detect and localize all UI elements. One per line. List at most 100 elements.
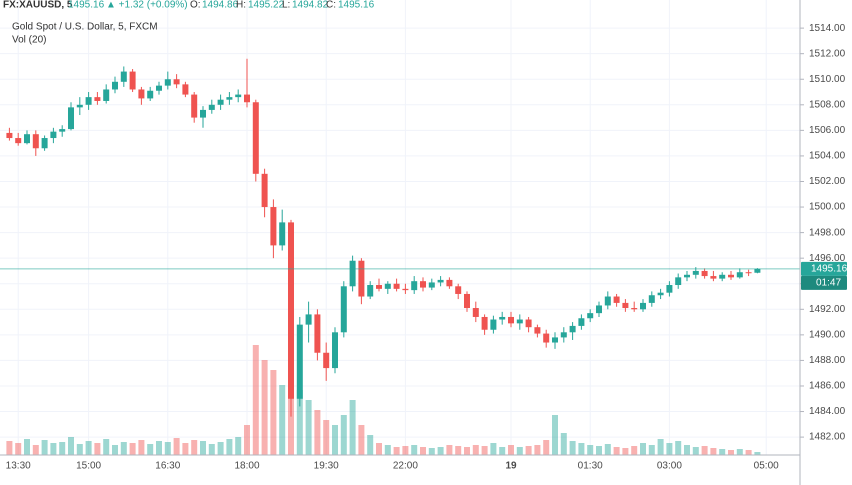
candle-body — [76, 104, 83, 108]
volume-bar — [701, 446, 708, 455]
candle-body — [701, 270, 708, 277]
x-tick-label: 22:00 — [393, 461, 418, 472]
candle-body — [120, 71, 127, 82]
volume-bar — [446, 445, 453, 455]
volume-bar — [745, 450, 752, 455]
candle-body — [173, 79, 180, 85]
candle-body — [156, 85, 162, 91]
header: FX:XAUUSD, 5 1495.16 ▲ +1.32 (+0.09%) O:… — [3, 0, 375, 46]
volume-bar — [349, 400, 356, 455]
y-tick-label: 1502.00 — [809, 176, 846, 187]
volume-bar — [376, 443, 382, 455]
y-tick-label: 1506.00 — [809, 125, 846, 136]
candle-body — [191, 94, 198, 118]
volume-bar — [508, 445, 514, 455]
open-value: 1494.86 — [202, 0, 239, 11]
candle-body — [252, 102, 259, 174]
candle-body — [376, 285, 382, 289]
candle-body — [112, 81, 118, 90]
volume-bar — [367, 435, 374, 455]
low-label: L: — [282, 0, 290, 11]
candle-body — [217, 99, 224, 105]
volume-bar — [552, 415, 558, 455]
candle-body — [640, 302, 646, 310]
volume-bar — [666, 443, 673, 455]
volume-bar — [596, 446, 602, 455]
volume-bar — [59, 442, 66, 455]
candle-body — [552, 337, 558, 343]
candle-body — [719, 274, 726, 279]
candle-body — [675, 277, 682, 286]
volume-bar — [675, 441, 682, 455]
candle-body — [736, 272, 743, 278]
candle-body — [754, 268, 761, 273]
volume-bar — [252, 345, 259, 455]
volume-bar — [393, 447, 400, 455]
volume-bar — [85, 441, 92, 455]
volume-bar — [261, 360, 268, 455]
volume-bar — [455, 446, 462, 455]
y-tick-label: 1498.00 — [809, 227, 846, 238]
candle-body — [147, 90, 154, 99]
candle-body — [103, 89, 110, 101]
volume-bar — [719, 449, 726, 455]
candle-body — [270, 207, 277, 246]
x-tick-label: 13:30 — [6, 461, 31, 472]
volume-pane — [6, 345, 761, 455]
candle-body — [24, 134, 30, 144]
candle-body — [657, 292, 664, 296]
candle-body — [472, 308, 479, 317]
volume-bar — [94, 443, 101, 455]
volume-bar — [314, 410, 321, 455]
candle-body — [340, 286, 347, 333]
volume-bar — [76, 444, 83, 455]
candle-body — [164, 79, 171, 86]
volume-bar — [217, 442, 224, 455]
close-label: C: — [326, 0, 336, 11]
countdown-box — [801, 275, 847, 290]
candle-body — [129, 71, 136, 90]
volume-bar — [525, 446, 532, 455]
volume-bar — [613, 447, 620, 455]
price-label-box — [801, 261, 847, 276]
candle-body — [41, 138, 48, 149]
volume-bar — [437, 447, 444, 455]
candle-body — [323, 352, 330, 369]
candle-body — [745, 272, 752, 274]
candle-body — [428, 282, 435, 288]
x-tick-label: 05:00 — [754, 461, 779, 472]
volume-bar — [648, 445, 655, 455]
candle-body — [569, 325, 576, 333]
volume-bar — [208, 444, 215, 455]
candle-body — [358, 260, 365, 297]
volume-bar — [226, 439, 233, 455]
candle-body — [455, 286, 462, 294]
volume-bar — [499, 447, 506, 455]
high-value: 1495.22 — [248, 0, 285, 11]
volume-bar — [534, 445, 541, 455]
candle-body — [332, 332, 338, 369]
candle-body — [446, 279, 453, 287]
volume-bar — [428, 448, 435, 455]
volume-bar — [472, 445, 479, 455]
volume-bar — [587, 445, 594, 455]
volume-bar — [481, 446, 488, 455]
volume-bar — [631, 446, 638, 455]
y-tick-label: 1508.00 — [809, 99, 846, 110]
candle-body — [666, 285, 673, 293]
candle-body — [490, 319, 497, 330]
candle-body — [305, 314, 312, 325]
volume-bar — [288, 380, 294, 455]
symbol: FX:XAUUSD, 5 — [3, 0, 73, 11]
candle-body — [596, 305, 602, 314]
candle-body — [728, 274, 734, 278]
candle-body — [613, 296, 620, 303]
last-price: 1495.16 — [68, 0, 105, 11]
candle-body — [692, 270, 699, 275]
candle-body — [200, 109, 206, 118]
candle-body — [235, 94, 242, 98]
grid — [0, 0, 800, 455]
candle-body — [393, 283, 400, 289]
volume-bar — [543, 440, 550, 455]
